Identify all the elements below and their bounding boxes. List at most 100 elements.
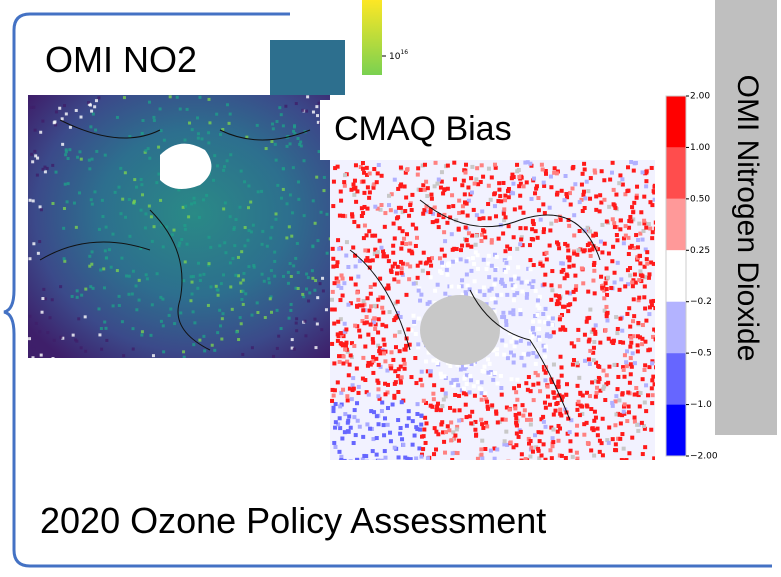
pixel <box>407 416 411 420</box>
pixel <box>367 309 371 313</box>
pixel <box>626 189 630 193</box>
pixel <box>348 363 352 367</box>
pixel <box>202 273 205 276</box>
pixel <box>90 110 93 113</box>
pixel <box>192 343 195 346</box>
pixel <box>511 191 515 195</box>
pixel <box>592 419 596 423</box>
pixel <box>543 378 547 382</box>
pixel <box>128 235 131 238</box>
pixel <box>63 207 66 210</box>
pixel <box>581 393 585 397</box>
pixel <box>474 434 478 438</box>
pixel <box>555 193 559 197</box>
pixel <box>88 255 91 258</box>
pixel <box>131 293 134 296</box>
pixel <box>441 191 445 195</box>
pixel <box>353 408 357 412</box>
pixel <box>307 299 310 302</box>
pixel <box>331 257 335 261</box>
pixel <box>240 170 243 173</box>
pixel <box>148 157 151 160</box>
pixel <box>418 261 422 265</box>
colorbar-label: −1.0 <box>690 400 712 410</box>
pixel <box>405 232 409 236</box>
pixel <box>396 280 400 284</box>
pixel <box>169 308 172 311</box>
pixel <box>193 197 196 200</box>
pixel <box>543 211 547 215</box>
pixel <box>197 132 200 135</box>
pixel <box>362 454 366 458</box>
pixel <box>538 262 542 266</box>
pixel <box>344 254 348 258</box>
pixel <box>183 224 186 227</box>
pixel <box>461 210 465 214</box>
pixel <box>405 424 409 428</box>
pixel <box>411 443 415 447</box>
pixel <box>373 205 377 209</box>
pixel <box>534 362 538 366</box>
pixel <box>491 378 495 382</box>
pixel <box>375 254 379 258</box>
pixel <box>630 436 634 440</box>
pixel <box>588 308 592 312</box>
pixel <box>583 333 587 337</box>
pixel <box>504 430 508 434</box>
pixel <box>282 124 285 127</box>
pixel <box>416 173 420 177</box>
pixel <box>468 287 472 291</box>
pixel <box>186 108 189 111</box>
pixel <box>321 277 324 280</box>
pixel <box>541 202 545 206</box>
pixel <box>520 452 524 456</box>
pixel <box>282 188 285 191</box>
pixel <box>559 355 563 359</box>
colorbar-label: −2.00 <box>690 452 718 462</box>
pixel <box>404 195 408 199</box>
colorbar-segment <box>666 147 686 198</box>
pixel <box>487 167 491 171</box>
pixel <box>354 433 358 437</box>
pixel <box>357 385 361 389</box>
pixel <box>539 218 543 222</box>
pixel <box>576 328 580 332</box>
pixel <box>396 390 400 394</box>
pixel <box>537 320 541 324</box>
pixel <box>609 286 613 290</box>
pixel <box>397 206 401 210</box>
pixel <box>564 174 568 178</box>
pixel <box>261 230 264 233</box>
pixel <box>496 382 500 386</box>
pixel <box>424 180 428 184</box>
pixel <box>567 265 571 269</box>
pixel <box>207 131 210 134</box>
pixel <box>514 443 518 447</box>
pixel <box>374 357 378 361</box>
pixel <box>31 353 34 356</box>
pixel <box>508 408 512 412</box>
pixel <box>34 335 37 338</box>
pixel <box>418 299 422 303</box>
pixel <box>643 368 647 372</box>
pixel <box>564 393 568 397</box>
pixel <box>193 201 196 204</box>
pixel <box>517 384 521 388</box>
pixel <box>316 296 319 299</box>
colorbar-label: 0.25 <box>690 246 710 256</box>
pixel <box>426 271 430 275</box>
pixel <box>411 314 415 318</box>
pixel <box>399 365 403 369</box>
pixel <box>78 150 81 153</box>
pixel <box>611 217 615 221</box>
pixel <box>531 450 535 454</box>
pixel <box>529 267 533 271</box>
pixel <box>408 241 412 245</box>
pixel <box>621 183 625 187</box>
pixel <box>636 349 640 353</box>
pixel <box>381 296 385 300</box>
pixel <box>442 230 446 234</box>
pixel <box>333 308 337 312</box>
pixel <box>572 252 576 256</box>
pixel <box>264 316 267 319</box>
